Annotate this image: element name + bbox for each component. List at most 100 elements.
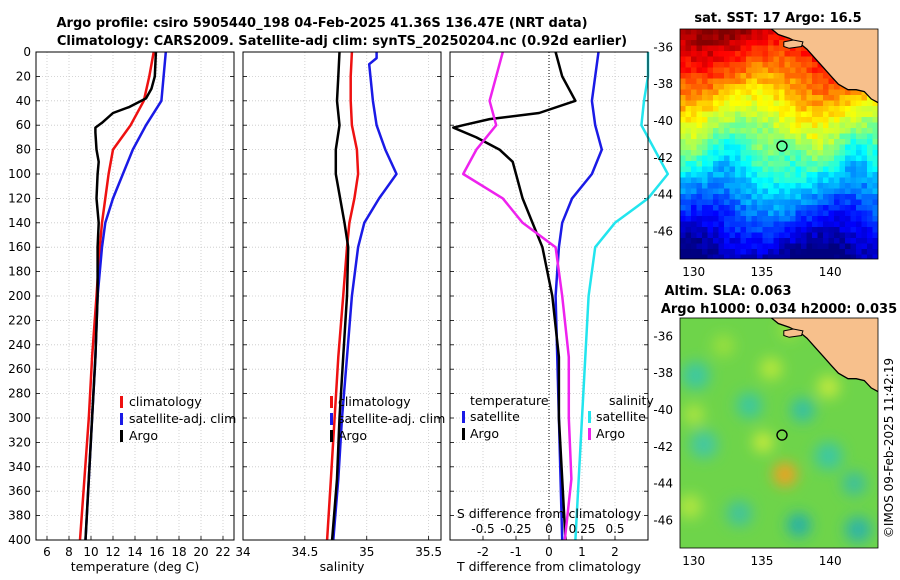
sst-cell <box>790 210 796 217</box>
sst-cell <box>779 73 785 79</box>
sst-cell <box>779 161 785 167</box>
sst-cell <box>817 84 824 90</box>
lon-tick-label: 130 <box>682 554 705 568</box>
sst-cell <box>707 73 714 79</box>
sst-cell <box>795 221 802 228</box>
sst-cell <box>839 172 846 178</box>
sst-cell <box>784 51 791 57</box>
sst-cell <box>680 205 686 211</box>
sst-cell <box>812 111 818 118</box>
sst-cell <box>861 144 868 151</box>
sst-cell <box>795 238 802 244</box>
sst-cell <box>784 249 791 255</box>
sst-cell <box>696 45 703 52</box>
series-line-temperature-satellite <box>554 51 604 541</box>
sst-cell <box>740 84 747 90</box>
sst-cell <box>801 111 807 118</box>
sst-cell <box>724 177 730 184</box>
sst-cell <box>685 221 692 228</box>
sst-cell <box>729 155 736 162</box>
sst-cell <box>856 150 862 156</box>
sst-cell <box>806 254 813 259</box>
sst-cell <box>718 100 725 107</box>
sst-cell <box>707 128 714 134</box>
sst-cell <box>856 144 862 151</box>
sst-cell <box>729 111 736 118</box>
sst-cell <box>834 161 840 167</box>
depth-tick-label: 320 <box>8 435 31 449</box>
sst-cell <box>856 210 862 217</box>
sst-cell <box>861 106 868 112</box>
sst-cell <box>823 216 829 222</box>
sst-cell <box>856 166 862 173</box>
x-tick-label: 18 <box>171 545 186 559</box>
sst-cell <box>834 172 840 178</box>
sst-cell <box>861 232 868 239</box>
sst-cell <box>790 172 796 178</box>
sst-cell <box>823 172 829 178</box>
sla-anomaly-blob <box>681 361 710 390</box>
sst-cell <box>724 62 730 68</box>
sst-cell <box>850 194 857 200</box>
sst-cell <box>801 78 807 85</box>
sst-cell <box>735 51 741 57</box>
sst-cell <box>768 139 774 145</box>
sst-cell <box>702 183 708 189</box>
sst-map-area <box>680 29 878 259</box>
sst-cell <box>757 210 763 217</box>
depth-tick-label: 260 <box>8 362 31 376</box>
sst-cell <box>790 128 796 134</box>
sst-cell <box>757 254 763 259</box>
sst-cell <box>806 243 813 250</box>
sst-cell <box>845 111 851 118</box>
sst-cell <box>751 243 758 250</box>
sst-cell <box>680 133 686 140</box>
sst-cell <box>817 238 824 244</box>
sst-cell <box>696 188 703 195</box>
depth-tick-label: 20 <box>16 69 31 83</box>
sst-cell <box>784 254 791 259</box>
sst-cell <box>702 100 708 107</box>
sst-cell <box>856 111 862 118</box>
sst-cell <box>735 78 741 85</box>
sst-cell <box>817 150 824 156</box>
sst-cell <box>801 139 807 145</box>
sst-cell <box>779 216 785 222</box>
sst-cell <box>806 95 813 101</box>
sst-cell <box>691 67 697 74</box>
sst-cell <box>680 177 686 184</box>
sst-cell <box>839 210 846 217</box>
sst-cell <box>713 161 719 167</box>
sst-cell <box>702 227 708 233</box>
sst-cell <box>784 122 791 129</box>
sla-anomaly-blob <box>845 516 872 543</box>
legend-swatch-argo <box>330 430 333 442</box>
sst-cell <box>757 139 763 145</box>
sst-cell <box>680 254 686 259</box>
sst-cell <box>817 232 824 239</box>
salinity-legend: climatology satellite-adj. clim Argo <box>330 394 445 443</box>
sst-cell <box>790 78 796 85</box>
sst-cell <box>823 243 829 250</box>
sst-cell <box>839 199 846 206</box>
sst-cell <box>828 78 835 85</box>
sst-cell <box>691 188 697 195</box>
sst-cell <box>702 249 708 255</box>
sst-cell <box>762 205 769 211</box>
sst-cell <box>762 166 769 173</box>
sst-cell <box>823 205 829 211</box>
sst-cell <box>834 166 840 173</box>
sst-cell <box>784 177 791 184</box>
sst-cell <box>845 205 851 211</box>
sst-cell <box>795 205 802 211</box>
sst-cell <box>735 117 741 123</box>
sst-cell <box>834 210 840 217</box>
sst-cell <box>696 73 703 79</box>
sst-cell <box>685 155 692 162</box>
sst-cell <box>817 139 824 145</box>
sst-cell <box>696 249 703 255</box>
sst-cell <box>685 100 692 107</box>
sst-cell <box>823 106 829 112</box>
sst-cell <box>757 232 763 239</box>
sst-cell <box>768 166 774 173</box>
